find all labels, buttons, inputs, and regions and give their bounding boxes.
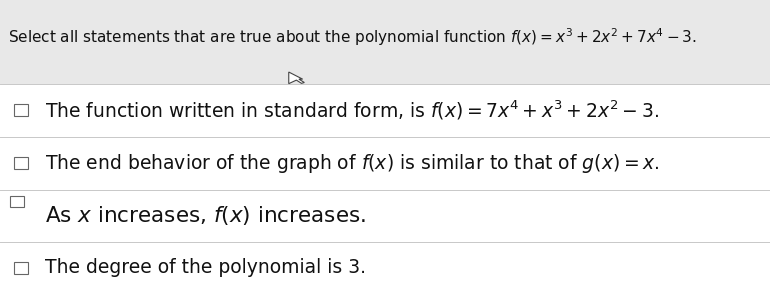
- Bar: [10, 196, 24, 207]
- Bar: [0, 190, 770, 242]
- Polygon shape: [289, 72, 304, 84]
- Text: The function written in standard form, is $f(x) = 7x^4 + x^3 + 2x^2 - 3$.: The function written in standard form, i…: [45, 98, 658, 122]
- Text: The end behavior of the graph of $f(x)$ is similar to that of $g(x) = x$.: The end behavior of the graph of $f(x)$ …: [45, 152, 659, 175]
- Bar: [14, 262, 28, 274]
- Bar: [14, 104, 28, 116]
- Bar: [0, 84, 770, 137]
- Text: Select all statements that are true about the polynomial function $f(x) = x^3 + : Select all statements that are true abou…: [8, 27, 697, 48]
- Bar: [0, 242, 770, 294]
- Bar: [14, 157, 28, 169]
- Text: The degree of the polynomial is 3.: The degree of the polynomial is 3.: [45, 258, 366, 277]
- Bar: [0, 137, 770, 190]
- Text: As $x$ increases, $f(x)$ increases.: As $x$ increases, $f(x)$ increases.: [45, 204, 366, 227]
